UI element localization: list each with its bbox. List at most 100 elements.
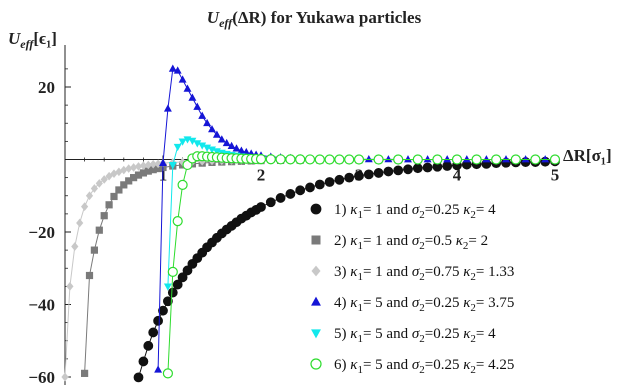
data-point xyxy=(81,202,89,211)
data-point xyxy=(134,162,143,171)
data-point xyxy=(182,265,193,276)
data-point xyxy=(314,179,325,190)
data-point xyxy=(139,161,147,170)
data-point xyxy=(285,189,296,199)
legend-item: 5) κ1= 5 and σ2=0.25 κ2= 4 xyxy=(311,326,496,345)
data-point xyxy=(149,166,157,174)
data-point xyxy=(384,155,393,163)
legend-label: 4) κ1= 5 and σ2=0.25 κ2= 3.75 xyxy=(334,295,514,314)
y-tick-label: −20 xyxy=(28,223,55,242)
data-point xyxy=(530,154,541,165)
data-point xyxy=(149,159,157,169)
data-point xyxy=(295,154,306,165)
data-point xyxy=(120,181,128,189)
data-point xyxy=(90,184,98,193)
data-point xyxy=(172,216,183,227)
x-tick-label: 2 xyxy=(257,166,266,185)
data-point xyxy=(311,265,321,277)
y-tick-label: 20 xyxy=(38,78,55,97)
data-point xyxy=(177,272,188,283)
data-point xyxy=(265,154,276,165)
legend-label: 6) κ1= 5 and σ2=0.25 κ2= 4.25 xyxy=(334,357,514,376)
data-point xyxy=(311,235,321,245)
data-point xyxy=(451,154,463,165)
data-point xyxy=(432,154,443,165)
data-point xyxy=(134,171,143,179)
data-point xyxy=(364,155,373,163)
data-point xyxy=(203,144,212,152)
data-point xyxy=(353,154,365,165)
data-point xyxy=(95,226,103,234)
data-point xyxy=(125,164,133,173)
data-point xyxy=(212,130,221,138)
data-point xyxy=(324,154,335,165)
data-point xyxy=(188,93,197,101)
data-point xyxy=(222,138,231,147)
data-point xyxy=(167,266,178,277)
data-point xyxy=(203,118,212,127)
data-point xyxy=(310,358,322,370)
data-point xyxy=(162,368,173,379)
data-point xyxy=(188,137,197,145)
data-point xyxy=(154,365,163,373)
data-point xyxy=(198,142,207,150)
data-point xyxy=(138,356,149,367)
y-tick-label: −40 xyxy=(28,296,55,315)
legend: 1) κ1= 1 and σ2=0.25 κ2= 4 2) κ1= 1 and σ… xyxy=(310,202,514,376)
data-point xyxy=(71,242,79,251)
data-point xyxy=(159,158,167,167)
data-point xyxy=(198,111,207,119)
y-tick-label: −60 xyxy=(28,368,55,387)
data-point xyxy=(154,159,162,169)
data-point xyxy=(100,212,108,220)
data-point xyxy=(115,186,123,194)
data-point xyxy=(143,340,154,351)
data-point xyxy=(133,372,144,383)
data-point xyxy=(403,164,413,175)
data-point xyxy=(383,166,394,177)
data-point xyxy=(125,177,133,185)
legend-label: 3) κ1= 1 and σ2=0.75 κ2= 1.33 xyxy=(334,264,514,283)
data-point xyxy=(311,329,321,339)
data-point xyxy=(237,146,246,154)
x-axis-label: ΔR[σ₁] xyxy=(563,146,612,165)
data-point xyxy=(285,154,296,165)
data-point xyxy=(491,154,502,165)
data-point xyxy=(130,174,138,182)
legend-item: 3) κ1= 1 and σ2=0.75 κ2= 1.33 xyxy=(311,264,514,283)
data-point xyxy=(344,154,355,165)
legend-item: 6) κ1= 5 and σ2=0.25 κ2= 4.25 xyxy=(310,357,514,376)
data-point xyxy=(158,305,168,316)
data-point xyxy=(412,163,423,174)
data-point xyxy=(163,283,172,291)
data-point xyxy=(255,154,267,165)
data-point xyxy=(443,155,452,163)
data-point xyxy=(81,369,89,377)
data-point xyxy=(393,154,404,165)
data-point xyxy=(172,279,183,290)
data-point xyxy=(193,140,202,148)
data-point xyxy=(148,327,159,338)
data-point xyxy=(144,167,152,175)
data-point xyxy=(66,282,74,291)
data-point xyxy=(373,168,384,178)
legend-label: 2) κ1= 1 and σ2=0.5 κ2= 2 xyxy=(334,233,488,252)
data-point xyxy=(275,154,286,165)
data-point xyxy=(304,154,316,165)
data-point xyxy=(178,75,187,83)
data-point xyxy=(183,84,192,92)
data-point xyxy=(471,154,482,165)
data-point xyxy=(412,154,423,165)
data-point xyxy=(139,169,147,177)
data-point xyxy=(168,64,177,72)
legend-item: 4) κ1= 5 and σ2=0.25 κ2= 3.75 xyxy=(311,295,514,314)
chart-title: Ueff(ΔR) for Yukawa particles xyxy=(207,8,422,30)
data-point xyxy=(541,155,550,163)
x-tick-label: 4 xyxy=(453,166,462,185)
data-point xyxy=(105,201,113,209)
data-point xyxy=(275,193,286,203)
data-point xyxy=(130,163,138,172)
data-point xyxy=(168,162,177,170)
data-point xyxy=(373,154,384,165)
